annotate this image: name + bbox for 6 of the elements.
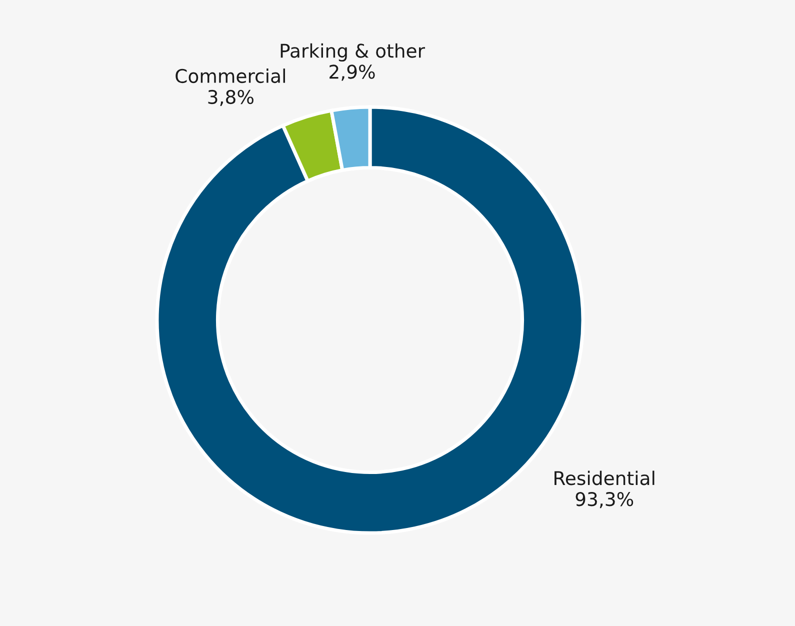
data-label: 2,9% (330, 64, 375, 81)
slice-label: Parking & other (280, 43, 426, 62)
slice-label: Commercial (176, 68, 285, 84)
data-label: 3,8% (208, 90, 254, 106)
slice-label: Residential (554, 470, 654, 486)
data-label: 93,3% (576, 492, 634, 508)
